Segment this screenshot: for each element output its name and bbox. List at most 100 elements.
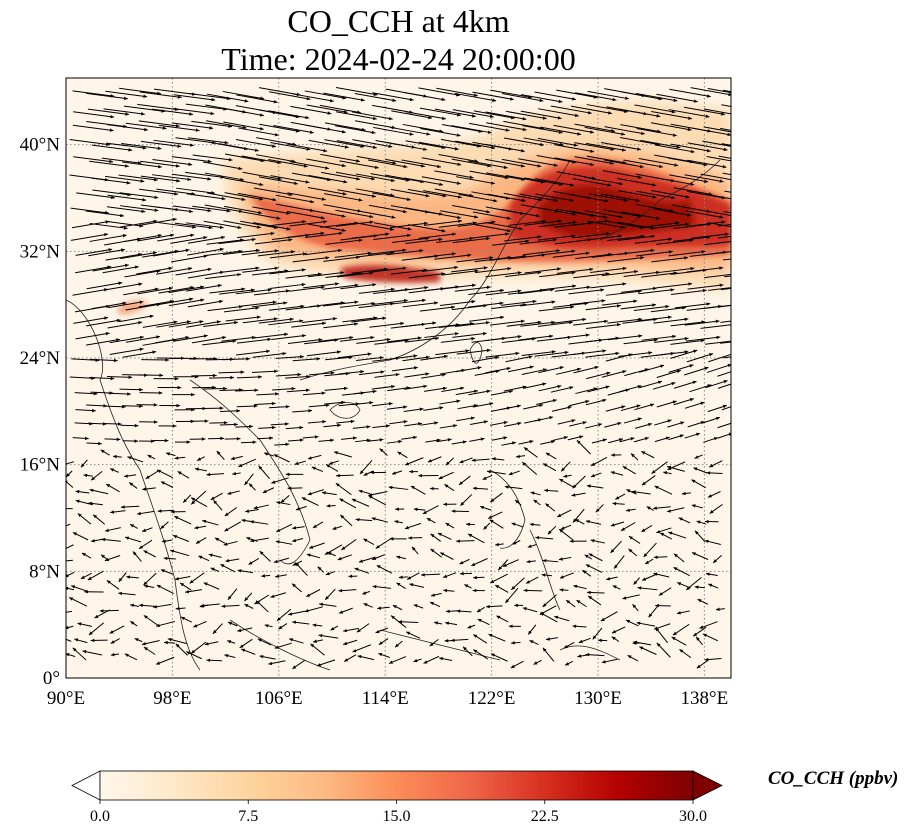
wind-vector bbox=[559, 478, 575, 489]
wind-vector bbox=[421, 157, 462, 166]
wind-vector bbox=[309, 542, 325, 549]
wind-vector bbox=[408, 272, 446, 279]
wind-vector bbox=[487, 193, 526, 203]
wind-vector bbox=[565, 599, 576, 608]
wind-vector bbox=[213, 499, 223, 511]
wind-vector bbox=[268, 110, 310, 120]
wind-vector bbox=[225, 315, 261, 322]
wind-vector bbox=[351, 232, 390, 239]
wind-vector bbox=[582, 569, 592, 577]
wind-vector bbox=[413, 658, 422, 663]
wind-vector bbox=[575, 518, 585, 525]
wind-vector bbox=[585, 520, 602, 525]
wind-vector bbox=[388, 485, 409, 490]
wind-vector bbox=[352, 401, 374, 406]
wind-vector bbox=[678, 517, 691, 524]
wind-vector bbox=[169, 549, 190, 557]
wind-vector bbox=[253, 332, 289, 339]
colorbar: 0.0 7.5 15.0 22.5 30.0 bbox=[71, 770, 723, 825]
wind-vector bbox=[86, 92, 128, 101]
wind-vector bbox=[709, 503, 723, 514]
wind-vector bbox=[600, 142, 641, 151]
wind-vector bbox=[717, 235, 731, 239]
wind-vector bbox=[418, 141, 459, 151]
wind-vector bbox=[104, 437, 121, 442]
wind-vector bbox=[339, 335, 375, 342]
wind-vector bbox=[236, 404, 258, 408]
wind-vector bbox=[654, 337, 689, 343]
wind-vector bbox=[683, 106, 725, 116]
wind-vector bbox=[607, 256, 645, 263]
wind-vector bbox=[118, 591, 136, 596]
wind-vector bbox=[312, 639, 324, 643]
wind-vector bbox=[379, 448, 388, 456]
wind-vector bbox=[377, 606, 390, 610]
wind-vector bbox=[325, 463, 339, 472]
wind-vector bbox=[123, 287, 159, 296]
wind-vector bbox=[551, 405, 572, 412]
wind-vector bbox=[574, 123, 616, 133]
wind-vector bbox=[220, 409, 241, 413]
wind-vector bbox=[706, 471, 723, 475]
wind-vector bbox=[244, 592, 253, 602]
wind-vector bbox=[223, 306, 260, 313]
wind-vector bbox=[455, 366, 482, 373]
wind-vector bbox=[663, 471, 672, 475]
wind-vector bbox=[306, 553, 321, 559]
wind-vector bbox=[237, 231, 275, 239]
wind-vector bbox=[232, 471, 241, 476]
wind-vector bbox=[156, 584, 174, 595]
wind-vector bbox=[392, 604, 403, 611]
wind-vector bbox=[685, 576, 702, 591]
wind-vector bbox=[171, 156, 212, 164]
wind-vector bbox=[253, 504, 269, 510]
wind-vector bbox=[537, 137, 578, 147]
wind-vector bbox=[684, 319, 720, 326]
wind-vector bbox=[269, 252, 307, 259]
wind-vector bbox=[268, 220, 307, 227]
wind-vector bbox=[305, 124, 346, 134]
wind-vector bbox=[434, 621, 443, 625]
wind-vector bbox=[138, 439, 155, 443]
wind-vector bbox=[324, 193, 363, 202]
wind-vector bbox=[708, 583, 719, 589]
wind-vector bbox=[721, 104, 731, 107]
wind-vector bbox=[196, 456, 205, 462]
wind-vector bbox=[292, 620, 310, 625]
wind-vector bbox=[139, 91, 182, 99]
wind-vector bbox=[268, 159, 308, 168]
wind-vector bbox=[273, 454, 290, 463]
wind-vector bbox=[595, 504, 604, 513]
wind-vector bbox=[106, 580, 120, 590]
wind-vector bbox=[636, 315, 672, 322]
wind-vector bbox=[469, 315, 505, 322]
wind-vector bbox=[224, 521, 242, 532]
wind-vector bbox=[288, 610, 305, 616]
wind-vector bbox=[684, 366, 709, 376]
wind-vector bbox=[389, 537, 407, 541]
wind-vector bbox=[387, 336, 422, 343]
wind-vector bbox=[363, 538, 375, 546]
wind-vector bbox=[340, 283, 377, 290]
wind-vector bbox=[193, 620, 207, 628]
wind-vector bbox=[687, 142, 728, 152]
wind-vector bbox=[124, 233, 162, 242]
wind-vector bbox=[292, 560, 303, 566]
wind-vector bbox=[445, 621, 457, 626]
wind-vector bbox=[503, 137, 544, 147]
wind-vector bbox=[454, 92, 497, 102]
wind-vector bbox=[307, 186, 347, 196]
wind-vector bbox=[138, 120, 180, 128]
wind-vector bbox=[122, 350, 157, 358]
wind-vector bbox=[101, 537, 121, 542]
wind-vector bbox=[351, 498, 370, 507]
wind-vector bbox=[89, 234, 127, 242]
wind-vector bbox=[307, 420, 327, 424]
lon-tick-label: 138°E bbox=[681, 688, 729, 709]
wind-vector bbox=[621, 211, 660, 220]
wind-vector bbox=[430, 548, 442, 558]
wind-vector bbox=[571, 492, 586, 497]
wind-vector bbox=[106, 375, 133, 379]
wind-vector bbox=[264, 624, 273, 628]
wind-vector bbox=[372, 554, 386, 561]
